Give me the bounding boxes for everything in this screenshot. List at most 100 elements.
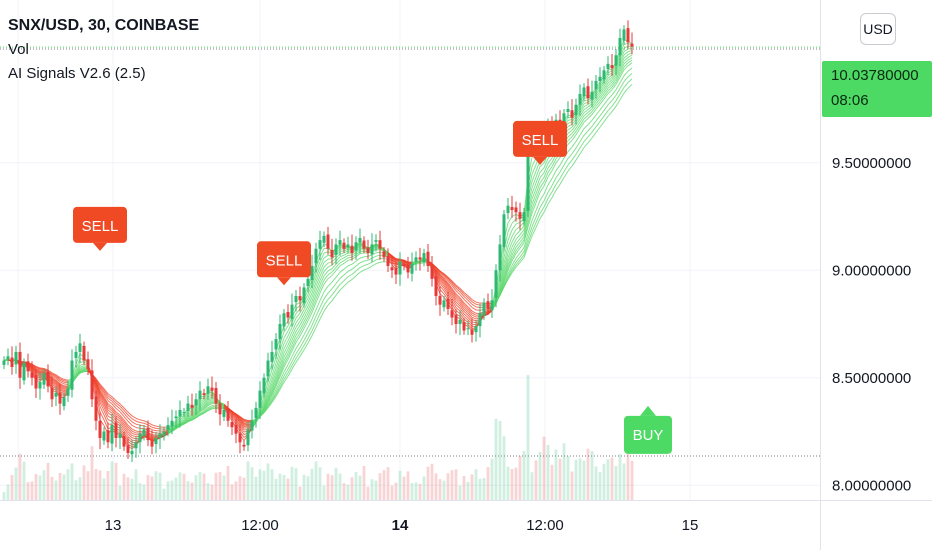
candle-body — [178, 410, 182, 417]
ribbon-line — [359, 250, 365, 253]
ribbon-line — [311, 302, 317, 313]
ribbon-line — [191, 411, 197, 416]
ribbon-line — [287, 356, 293, 365]
ribbon-line — [59, 391, 65, 394]
ribbon-line — [627, 83, 633, 89]
ribbon-line — [183, 410, 189, 416]
ribbon-line — [535, 200, 541, 211]
candle-body — [266, 360, 270, 377]
ribbon-line — [511, 243, 517, 252]
ribbon-line — [447, 285, 453, 292]
candle-body — [54, 392, 58, 397]
ribbon-line — [267, 402, 273, 409]
ribbon-line — [179, 418, 185, 422]
ribbon-line — [291, 358, 297, 366]
candle-body — [98, 420, 102, 438]
ribbon-line — [263, 407, 269, 414]
volume-indicator-label[interactable]: Vol — [8, 41, 29, 58]
ribbon-line — [603, 80, 609, 87]
candle-body — [458, 319, 462, 324]
ribbon-line — [363, 267, 369, 271]
ribbon-line — [191, 412, 197, 417]
ribbon-line — [179, 415, 185, 419]
candle-body — [466, 328, 470, 330]
ribbon-line — [623, 65, 629, 71]
volume-bars — [2, 375, 634, 500]
last-price-value: 10.03780000 — [831, 67, 919, 84]
ribbon-line — [243, 420, 249, 423]
candle-body — [290, 304, 294, 319]
ribbon-line — [603, 77, 609, 85]
ribbon-line — [319, 253, 325, 263]
ribbon-line — [459, 291, 465, 297]
symbol-title[interactable]: SNX/USD, 30, COINBASE — [8, 17, 200, 34]
ribbon-line — [263, 402, 269, 411]
ribbon-line — [315, 261, 321, 273]
candle-body — [274, 339, 278, 350]
candle-body — [250, 420, 254, 431]
ribbon-line — [371, 263, 377, 267]
ribbon-line — [367, 254, 373, 257]
ribbon-line — [475, 303, 481, 306]
ribbon-line — [183, 415, 189, 421]
ribbon-line — [339, 274, 345, 279]
ribbon-line — [207, 408, 213, 412]
ribbon-line — [451, 306, 457, 315]
ribbon-line — [587, 98, 593, 103]
volume-bar — [74, 480, 78, 500]
ribbon-line — [543, 191, 549, 202]
ribbon-line — [623, 56, 629, 62]
ribbon-line — [279, 357, 285, 369]
volume-bar — [442, 480, 446, 500]
volume-bar — [298, 486, 302, 500]
ribbon-line — [471, 316, 477, 320]
ribbon-line — [295, 321, 301, 328]
ribbon-line — [339, 260, 345, 264]
ribbon-line — [115, 400, 121, 405]
ai-signals-indicator-label[interactable]: AI Signals V2.6 (2.5) — [8, 65, 146, 82]
ribbon-line — [207, 404, 213, 409]
ribbon-line — [387, 254, 393, 258]
volume-bar — [626, 451, 630, 500]
ribbon-line — [403, 260, 409, 263]
candle-body — [254, 407, 258, 419]
candle-body — [494, 270, 498, 298]
ribbon-line — [599, 83, 605, 90]
ribbon-line — [99, 394, 105, 403]
ribbon-line — [59, 386, 65, 390]
ribbon-line — [587, 114, 593, 119]
ribbon-line — [279, 366, 285, 377]
ribbon-line — [527, 213, 533, 228]
ribbon-line — [119, 427, 125, 434]
ribbon-line — [271, 386, 277, 396]
candle-body — [630, 43, 634, 47]
ribbon-line — [115, 402, 121, 407]
ribbon-line — [463, 316, 469, 321]
ribbon-line — [319, 279, 325, 290]
volume-bar — [450, 470, 454, 500]
ribbon-line — [455, 284, 461, 289]
ribbon-line — [339, 254, 345, 258]
ribbon-line — [283, 364, 289, 373]
ribbon-line — [603, 104, 609, 111]
candle-body — [78, 343, 82, 352]
candle-body — [434, 276, 438, 297]
ribbon-line — [603, 93, 609, 100]
ribbon-line — [123, 423, 129, 430]
ribbon-line — [607, 68, 613, 71]
currency-button[interactable]: USD — [860, 13, 896, 45]
volume-bar — [170, 480, 174, 500]
ribbon-line — [571, 147, 577, 155]
ribbon-line — [271, 381, 277, 392]
ribbon-line — [299, 340, 305, 348]
ribbon-line — [279, 382, 285, 390]
ribbon-line — [127, 428, 133, 434]
volume-bar — [514, 467, 518, 500]
ribbon-line — [339, 257, 345, 261]
volume-bar — [534, 460, 538, 500]
ribbon-line — [575, 134, 581, 142]
ribbon-line — [439, 276, 445, 282]
volume-bar — [538, 452, 542, 500]
volume-bar — [18, 453, 22, 500]
